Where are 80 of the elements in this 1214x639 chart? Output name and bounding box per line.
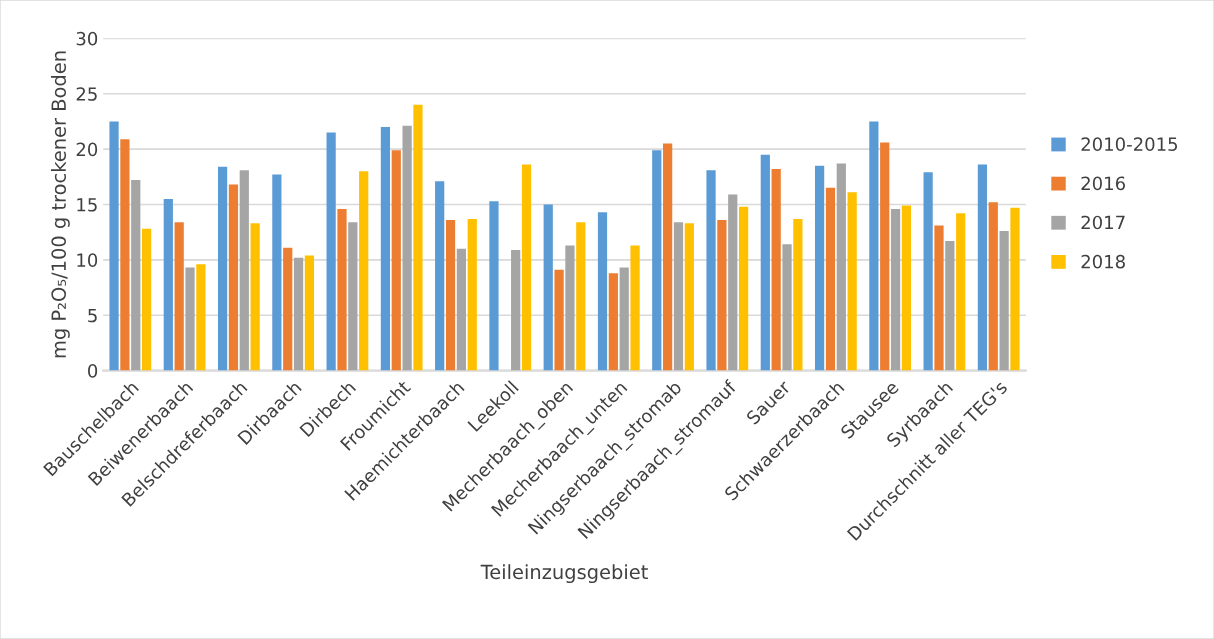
bar [739,206,749,371]
bar [706,170,716,371]
bar [272,174,282,371]
bar [956,213,966,371]
bar [250,223,260,371]
x-axis-title: Teileinzugsgebiet [480,564,648,584]
bar [880,142,890,371]
bar [608,273,618,371]
bar [174,222,184,371]
bar [293,257,304,371]
bar [977,164,988,371]
bar [131,180,141,371]
bar [663,143,673,371]
bar [163,198,173,371]
bar [728,194,738,371]
bar [413,104,423,371]
bar [1010,207,1020,371]
legend-label: 2016 [1081,176,1126,191]
bar [359,171,369,371]
bar [999,231,1009,371]
bar [217,166,228,371]
bar [717,219,727,371]
y-tick-label: 30 [76,31,98,46]
bar [630,245,640,371]
bar [391,150,401,371]
bar [228,184,239,371]
bar [782,244,792,371]
bar [793,218,803,371]
y-axis-title: mg P₂O₅/100 g trockener Boden [50,51,70,358]
legend-label: 2017 [1081,215,1125,230]
bar [109,121,119,371]
bar [684,223,694,371]
bar [304,255,315,371]
bar [652,150,662,371]
y-tick-label: 0 [88,364,98,378]
bar [576,222,586,371]
bar [554,269,564,371]
bar [543,204,553,371]
bar [283,247,293,371]
bar [511,249,521,371]
bar [945,241,955,371]
bar [521,164,532,371]
bar [836,163,846,371]
legend-label: 2018 [1081,254,1125,269]
bar [196,264,206,371]
bar [142,228,152,371]
legend-label: 2010-2015 [1081,137,1178,152]
bar [185,267,195,371]
bar [760,154,770,371]
bar [456,248,466,371]
bar [890,208,901,371]
bar [771,169,781,371]
bar [814,165,825,371]
bar [597,212,608,371]
bar [673,222,684,371]
bar [467,218,477,371]
bar [380,126,391,371]
bar [435,181,445,371]
bar [847,192,857,371]
bar [869,121,879,371]
bar [402,125,412,371]
bar [239,170,249,371]
bar [934,225,944,371]
bar [326,132,336,371]
y-tick-label: 25 [76,87,97,101]
bar [825,187,836,371]
bar [348,222,358,371]
bar [445,219,456,371]
bar [489,201,499,371]
bar [337,208,347,371]
y-tick-label: 20 [76,142,98,157]
bar [120,139,130,371]
bar [923,172,933,371]
y-tick-label: 15 [77,198,97,212]
y-tick-label: 5 [88,308,97,323]
bar [565,245,575,371]
y-tick-label: 10 [77,253,98,267]
bar [619,267,629,371]
bar [901,205,912,371]
bar [988,202,998,371]
